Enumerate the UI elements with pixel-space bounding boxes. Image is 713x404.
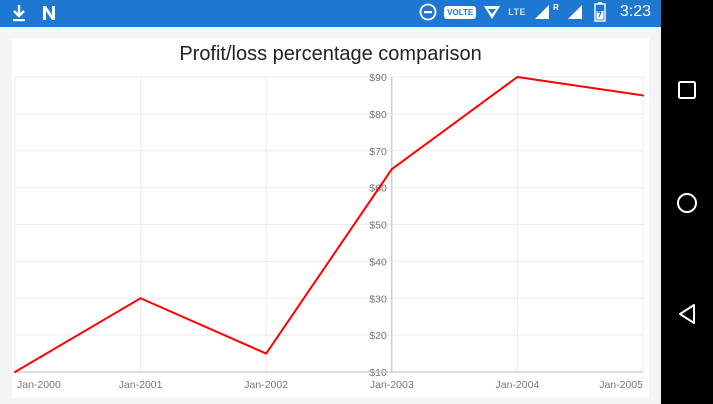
x-tick-label: Jan-2002 [244, 379, 288, 391]
y-tick-label: $40 [369, 256, 387, 268]
data-point [265, 352, 268, 355]
hotspot-icon [483, 3, 501, 21]
chart-card [12, 38, 649, 398]
y-tick-label: $50 [369, 220, 387, 232]
x-tick-label: Jan-2000 [17, 379, 61, 391]
volte-icon: VOLTE [444, 5, 477, 19]
square-icon [678, 81, 696, 99]
series-line [14, 76, 644, 373]
y-tick-label: $70 [369, 146, 387, 158]
clock: 3:23 [619, 3, 651, 20]
data-point [390, 168, 393, 171]
notification-icons [10, 4, 58, 22]
x-tick-label: Jan-2005 [599, 379, 643, 391]
battery-icon [591, 2, 609, 22]
y-tick-label: $80 [369, 109, 387, 121]
system-icons: VOLTE LTE R 3:23 [419, 2, 651, 22]
back-button[interactable] [675, 302, 699, 326]
x-tick-label: Jan-2001 [119, 379, 163, 391]
n-logo-icon [40, 4, 58, 22]
roaming-indicator: R [553, 2, 559, 12]
status-bar: VOLTE LTE R 3:23 [0, 0, 661, 27]
home-button[interactable] [675, 191, 699, 215]
circle-icon [677, 193, 697, 213]
data-point [642, 94, 644, 97]
lte-label: LTE [508, 7, 527, 17]
x-tick-label: Jan-2003 [370, 379, 414, 391]
y-tick-label: $20 [369, 330, 387, 342]
download-icon [10, 4, 28, 22]
data-point [14, 371, 16, 373]
signal-icon [533, 3, 551, 21]
data-point [139, 297, 142, 300]
y-tick-label: $30 [369, 293, 387, 305]
recents-button[interactable] [675, 78, 699, 102]
y-axis: $10$20$30$40$50$60$70$80$90 [369, 72, 393, 379]
chart-grid [14, 76, 644, 373]
x-axis: Jan-2000 Jan-2001 Jan-2002 Jan-2003 Jan-2004… [15, 371, 643, 391]
signal-icon-2 [566, 3, 584, 21]
y-tick-label: $90 [369, 72, 387, 84]
x-tick-label: Jan-2004 [496, 379, 540, 391]
data-point [516, 76, 519, 78]
navigation-bar [661, 0, 713, 404]
chart-title: Profit/loss percentage comparison [179, 43, 482, 65]
back-triangle-icon [679, 304, 695, 324]
y-tick-label: $10 [369, 367, 387, 379]
chart-series [14, 76, 644, 373]
dnd-icon [419, 3, 437, 21]
